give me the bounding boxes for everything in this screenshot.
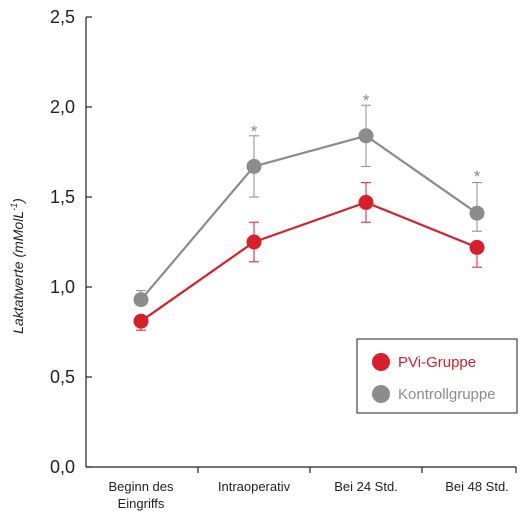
legend-label: Kontrollgruppe [398, 386, 496, 403]
significance-star: * [474, 167, 481, 186]
y-tick-label: 2,0 [50, 97, 75, 117]
axes: 0,0 0,5 1,0 1,5 2,0 2,5 Beginn des Eingriffs Int… [50, 7, 517, 511]
x-tick-label-line: Beginn des [108, 479, 174, 494]
data-point [469, 205, 485, 221]
x-tick-label: Bei 48 Std. [445, 479, 509, 494]
series-layer [133, 104, 485, 331]
series-line [140, 134, 478, 301]
y-tick-label: 2,5 [50, 7, 75, 27]
x-tick-label-line: Bei 48 Std. [445, 479, 509, 494]
x-tick-label-line: Bei 24 Std. [334, 479, 398, 494]
data-point [469, 239, 485, 255]
series-line [140, 201, 478, 323]
legend-marker [372, 385, 390, 403]
legend-marker [372, 353, 390, 371]
y-tick-label: 1,0 [50, 277, 75, 297]
data-point [246, 234, 262, 250]
x-tick-label-line: Eingriffs [118, 496, 165, 511]
data-point [358, 194, 374, 210]
data-point [246, 158, 262, 174]
data-point [133, 292, 149, 308]
x-tick-label: Beginn des Eingriffs [108, 479, 174, 511]
y-axis-label-main: Laktatwerte (mMolL [10, 211, 26, 334]
legend-label: PVi-Gruppe [398, 354, 476, 371]
significance-star: * [363, 91, 370, 110]
x-tick-label: Bei 24 Std. [334, 479, 398, 494]
data-point [133, 313, 149, 329]
y-axis-label-superscript: -1 [9, 203, 19, 211]
x-tick-label: Intraoperativ [218, 479, 291, 494]
data-point [358, 128, 374, 144]
y-tick-label: 1,5 [50, 187, 75, 207]
y-axis-label-close: ) [10, 198, 26, 205]
x-tick-label-line: Intraoperativ [218, 479, 291, 494]
legend: PVi-Gruppe Kontrollgruppe [356, 338, 518, 414]
y-tick-label: 0,0 [50, 457, 75, 477]
y-axis-label: Laktatwerte (mMolL-1) [9, 198, 26, 334]
significance-markers: * * * [251, 91, 481, 186]
series-kontrollgruppe [133, 104, 485, 308]
significance-star: * [251, 122, 258, 141]
series-pvi-gruppe [133, 182, 485, 331]
y-tick-label: 0,5 [50, 367, 75, 387]
